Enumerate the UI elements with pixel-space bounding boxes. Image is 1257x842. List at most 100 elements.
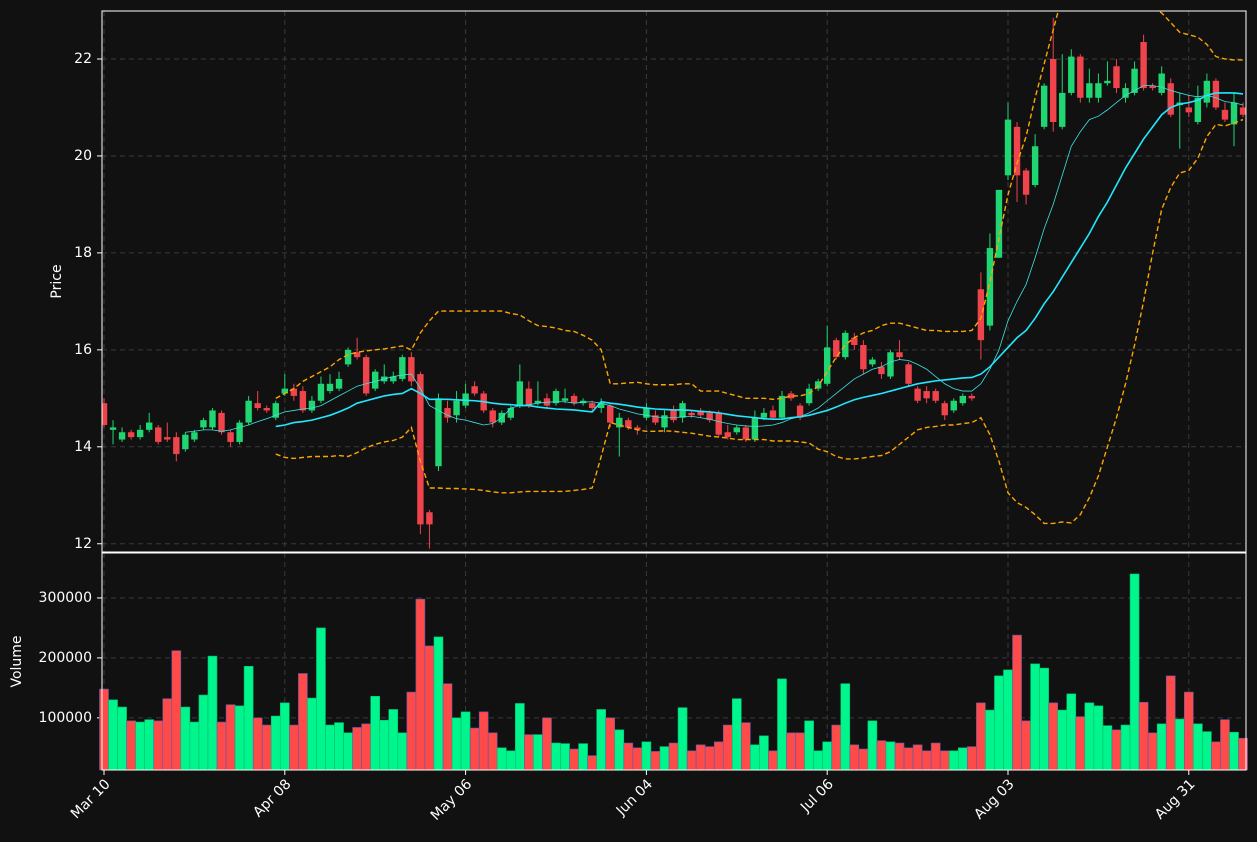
volume-bar [1075, 716, 1086, 771]
candle-body [905, 364, 912, 384]
candle-body [191, 432, 198, 440]
volume-bar [985, 709, 995, 771]
plot-frame [101, 10, 1247, 553]
volume-bar [976, 702, 986, 771]
candle-body [136, 429, 144, 438]
volume-bar [967, 746, 977, 771]
candle-body [182, 434, 189, 450]
volume-bar [1066, 693, 1077, 771]
y-tick-label: 14 [74, 439, 92, 455]
volume-bar [713, 741, 724, 771]
volume-bar [1165, 675, 1176, 771]
volume-bar [162, 698, 173, 771]
candle-body [155, 427, 162, 442]
candle-body [959, 395, 966, 404]
candle-body [1086, 83, 1093, 98]
candle-body [1212, 80, 1220, 108]
x-tick-label: Mar 10 [68, 776, 114, 822]
volume-bar [117, 706, 127, 771]
volume-bar [686, 750, 697, 771]
volume-bar [189, 721, 200, 771]
volume-bar [533, 734, 543, 771]
candle-body [588, 403, 596, 409]
volume-bar [451, 717, 462, 771]
candle-body [1040, 85, 1048, 127]
volume-bar [370, 695, 381, 771]
volume-bar [289, 724, 299, 771]
candle-body [941, 403, 948, 416]
volume-bar [768, 750, 778, 771]
candle-body [209, 410, 216, 428]
candle-body [417, 374, 424, 525]
candles [102, 11, 1246, 549]
candle-body [263, 408, 270, 411]
volume-bar [813, 750, 823, 771]
volume-bar [307, 697, 317, 771]
candle-body [950, 400, 957, 411]
y-axis-label: Price [49, 264, 65, 298]
candle-body [1122, 88, 1129, 98]
candle-body [860, 345, 867, 370]
volume-bar [632, 747, 643, 771]
volume-bar [722, 724, 733, 771]
volume-bar [551, 742, 561, 771]
candle-body [733, 427, 740, 433]
volume-bar [786, 732, 796, 771]
candle-body [643, 408, 650, 418]
y-tick-label: 200000 [39, 650, 92, 666]
volume-bar [741, 722, 751, 771]
volume-bar [569, 748, 579, 771]
volume-bar [605, 717, 616, 771]
volume-bar [1129, 573, 1140, 771]
candle-body [661, 415, 668, 428]
volume-bar [1202, 731, 1212, 771]
y-tick-label: 22 [74, 51, 92, 67]
candle-body [317, 383, 325, 401]
volume-bar [876, 740, 887, 771]
volume-bar [939, 750, 950, 771]
volume-bar [343, 732, 353, 771]
candle-body [200, 420, 207, 428]
y-tick-label: 100000 [39, 710, 92, 726]
volume-bar [171, 650, 182, 771]
candle-body [769, 410, 777, 418]
candle-body [290, 388, 298, 396]
candle-body [995, 189, 1003, 258]
volume-bar [478, 711, 489, 771]
volume-bar [424, 645, 435, 771]
volume-bar [144, 719, 154, 771]
y-tick-label: 12 [74, 536, 92, 552]
y-tick-label: 16 [74, 342, 92, 358]
candle-body [724, 432, 731, 438]
candle-body [109, 427, 117, 430]
volume-bar [352, 727, 362, 771]
candle-body [561, 398, 569, 401]
volume-bar [641, 741, 652, 771]
volume-bar [442, 683, 453, 771]
volume-bar [578, 743, 588, 771]
volume-bar [460, 711, 471, 771]
candle-body [715, 412, 722, 435]
volume-bar [153, 720, 164, 771]
candle-body [1158, 73, 1165, 93]
volume-bar [126, 720, 136, 771]
candle-body [914, 388, 921, 401]
volume-bar [804, 720, 814, 771]
candle-body [146, 422, 153, 430]
candle-body [896, 352, 903, 358]
volume-bar [1012, 634, 1022, 771]
candle-body [824, 347, 831, 384]
candle-body [760, 412, 768, 418]
candle-body [362, 357, 370, 394]
volume-bar [542, 717, 552, 771]
volume-bar [948, 750, 959, 771]
volume-bar [831, 724, 842, 771]
candle-body [218, 412, 225, 433]
y-axis-label: Volume [9, 635, 25, 687]
volume-bar [1120, 724, 1131, 771]
candle-body [507, 408, 514, 418]
volume-bar [849, 744, 860, 771]
candle-body [1167, 83, 1174, 115]
candle-body [805, 388, 813, 404]
